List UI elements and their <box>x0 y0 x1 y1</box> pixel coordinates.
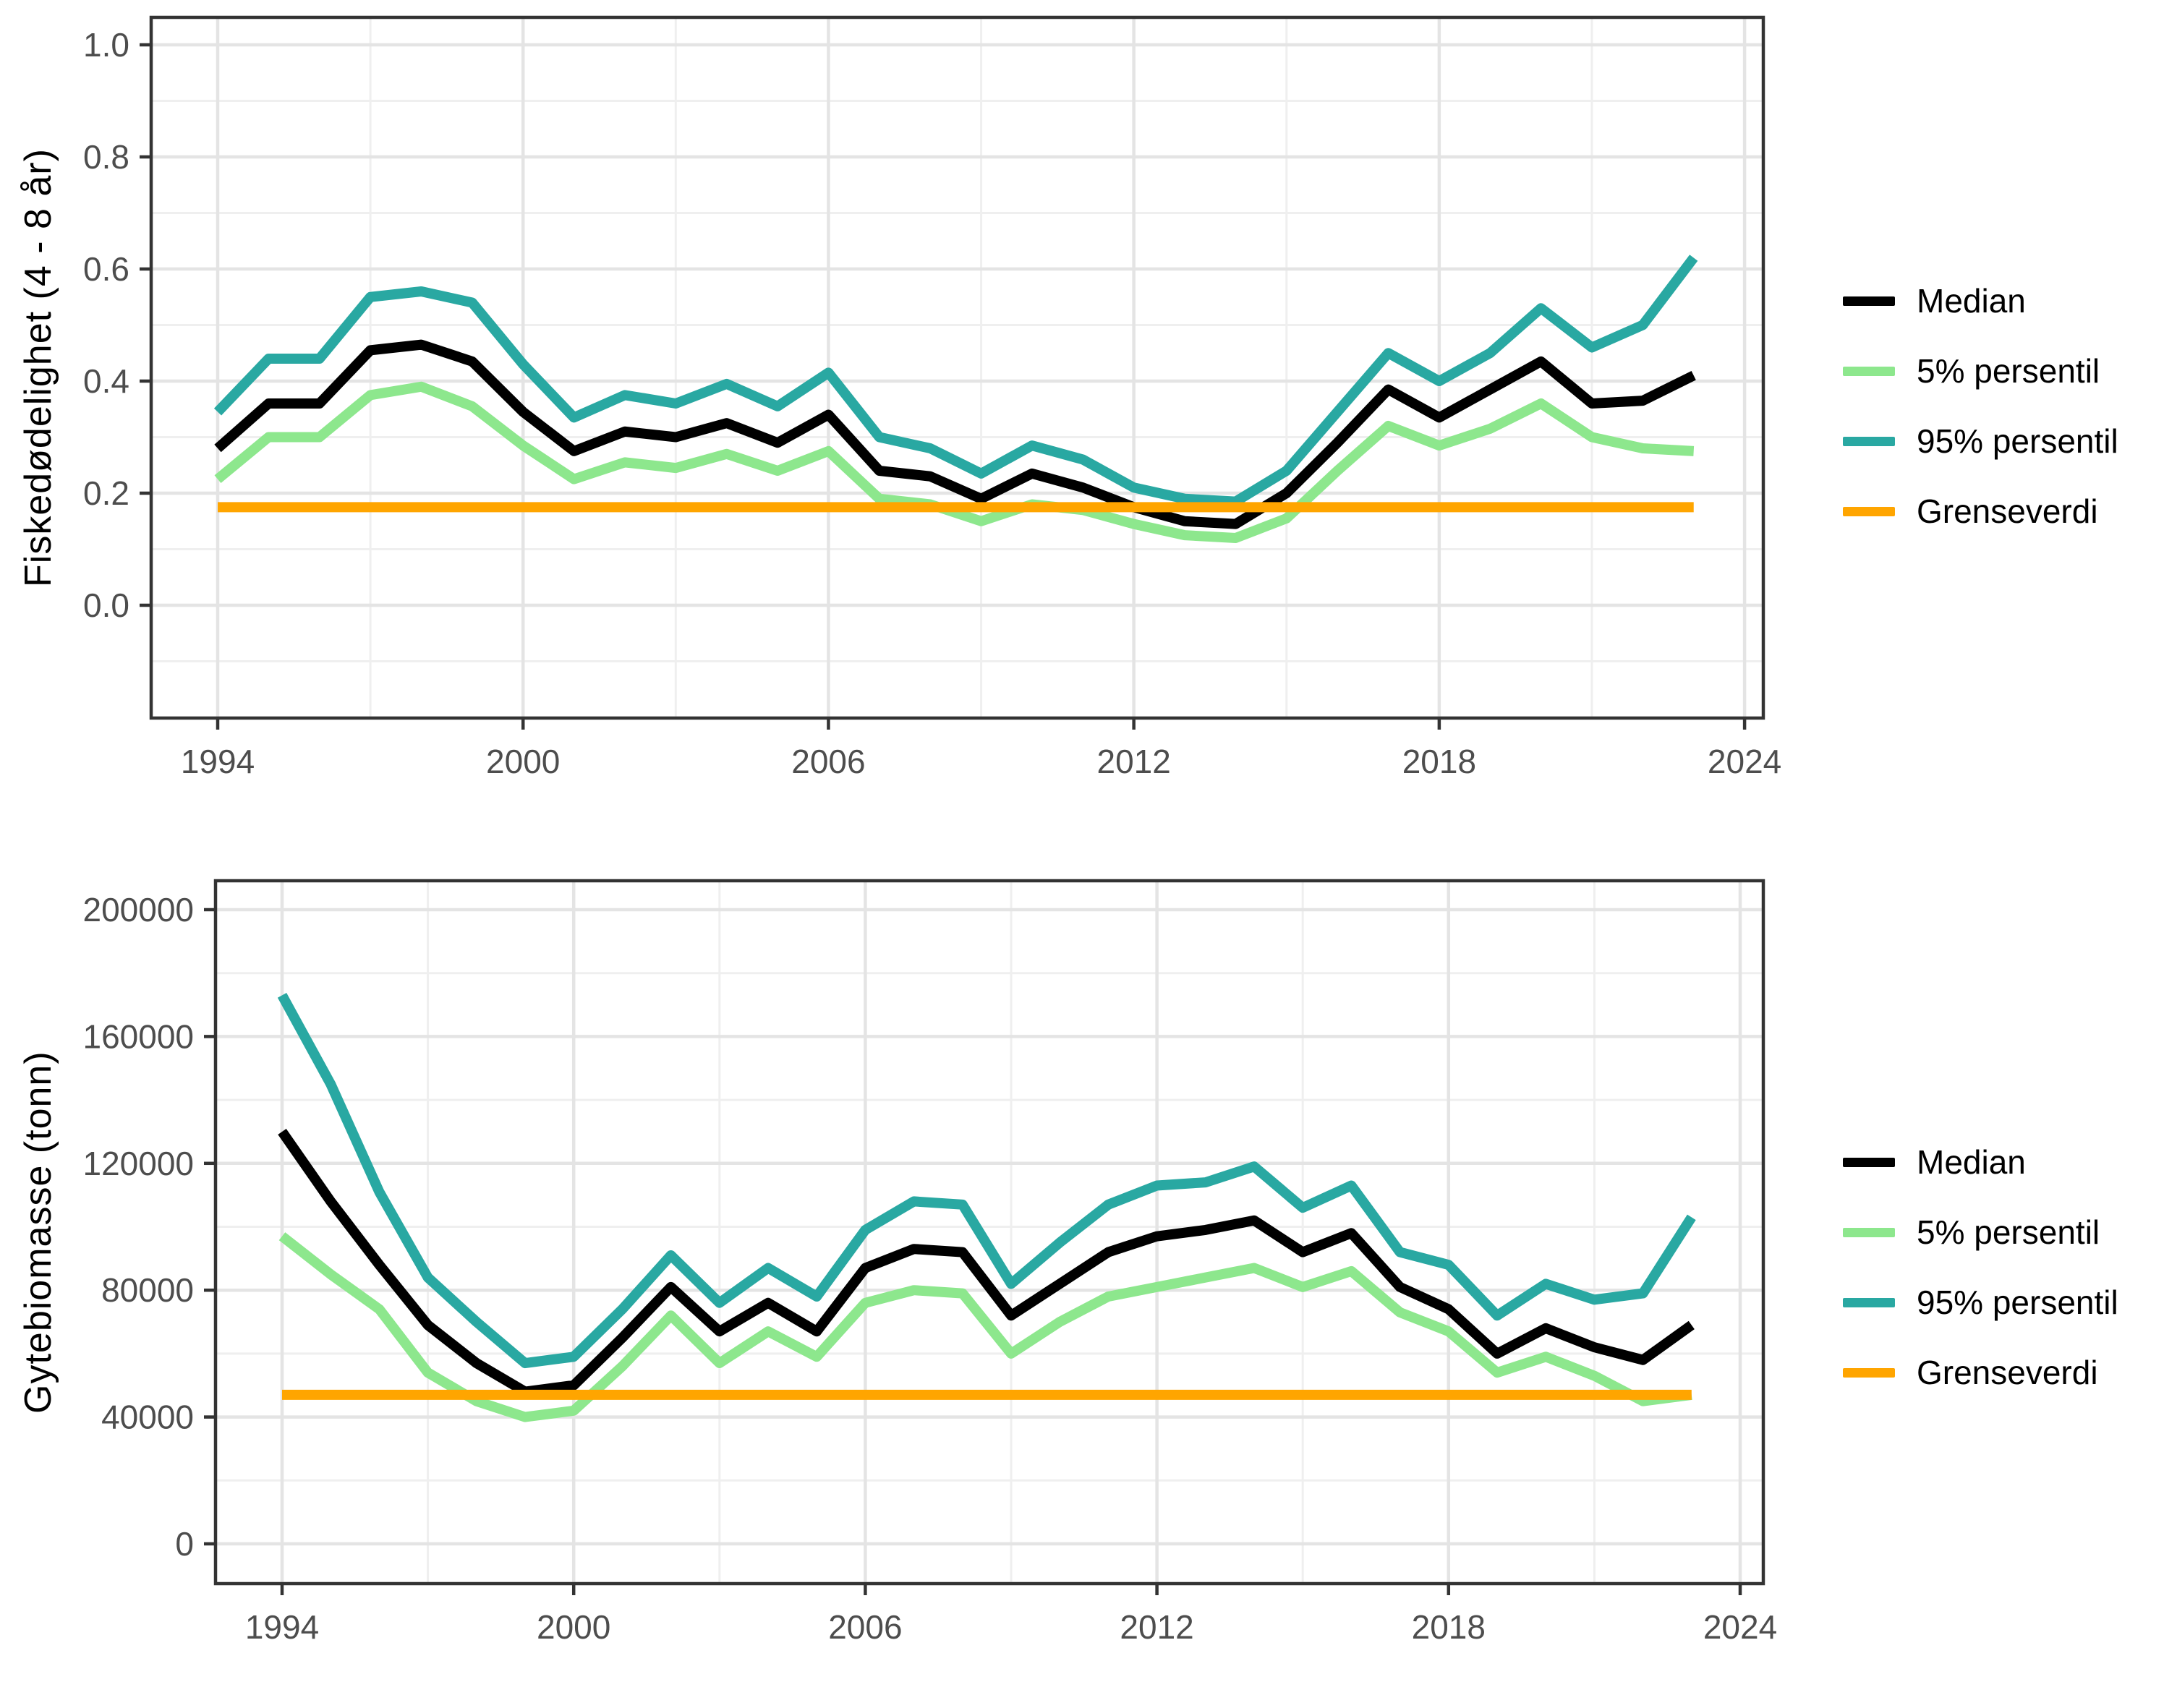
legend-label: 95% persentil <box>1917 422 2118 460</box>
svg-text:1994: 1994 <box>181 743 255 780</box>
y-axis-title-gytebiomasse: Gytebiomasse (tonn) <box>17 1051 59 1414</box>
legend-label: 5% persentil <box>1917 1213 2100 1251</box>
median-line-key-icon <box>1843 296 1895 306</box>
svg-text:0.8: 0.8 <box>83 138 129 176</box>
p95-line-key-icon <box>1843 436 1895 446</box>
svg-text:2012: 2012 <box>1120 1608 1193 1646</box>
legend-item-p5: 5% persentil <box>1843 352 2118 390</box>
legend-item-p95: 95% persentil <box>1843 422 2118 460</box>
svg-text:200000: 200000 <box>83 891 195 928</box>
svg-text:1994: 1994 <box>245 1608 319 1646</box>
p95-line-key-icon <box>1843 1297 1895 1307</box>
legend-label: 5% persentil <box>1917 352 2100 390</box>
median-line-key-icon <box>1843 1157 1895 1167</box>
legend-item-p95: 95% persentil <box>1843 1284 2118 1321</box>
svg-text:2006: 2006 <box>828 1608 902 1646</box>
svg-text:2012: 2012 <box>1096 743 1170 780</box>
svg-text:2018: 2018 <box>1402 743 1476 780</box>
svg-text:2024: 2024 <box>1708 743 1781 780</box>
svg-text:80000: 80000 <box>101 1271 194 1309</box>
legend-item-median: Median <box>1843 1143 2118 1181</box>
legend-bottom-chart: Median 5% persentil 95% persentil Grense… <box>1843 1143 2118 1391</box>
svg-text:0.2: 0.2 <box>83 474 129 512</box>
svg-text:2000: 2000 <box>537 1608 610 1646</box>
svg-text:2006: 2006 <box>791 743 865 780</box>
svg-text:0.0: 0.0 <box>83 586 129 624</box>
svg-text:160000: 160000 <box>83 1017 195 1055</box>
y-axis-title-fiskedodelighet: Fiskedødelighet (4 - 8 år) <box>17 148 59 587</box>
svg-text:0.4: 0.4 <box>83 362 129 400</box>
legend-label: Grenseverdi <box>1917 1354 2098 1391</box>
svg-text:120000: 120000 <box>83 1145 195 1182</box>
legend-top-chart: Median 5% persentil 95% persentil Grense… <box>1843 282 2118 530</box>
legend-item-grenseverdi: Grenseverdi <box>1843 1354 2118 1391</box>
p5-line-key-icon <box>1843 366 1895 376</box>
svg-text:40000: 40000 <box>101 1399 194 1436</box>
p5-line-key-icon <box>1843 1227 1895 1237</box>
grenseverdi-line-key-icon <box>1843 506 1895 516</box>
svg-text:2024: 2024 <box>1703 1608 1777 1646</box>
legend-label: Median <box>1917 282 2026 320</box>
svg-text:0.6: 0.6 <box>83 250 129 288</box>
legend-label: Grenseverdi <box>1917 492 2098 530</box>
legend-item-median: Median <box>1843 282 2118 320</box>
legend-item-p5: 5% persentil <box>1843 1213 2118 1251</box>
svg-text:2018: 2018 <box>1412 1608 1486 1646</box>
legend-item-grenseverdi: Grenseverdi <box>1843 492 2118 530</box>
svg-text:0: 0 <box>175 1525 194 1563</box>
legend-label: 95% persentil <box>1917 1284 2118 1321</box>
grenseverdi-line-key-icon <box>1843 1367 1895 1378</box>
svg-text:1.0: 1.0 <box>83 26 129 64</box>
legend-label: Median <box>1917 1143 2026 1181</box>
svg-text:2000: 2000 <box>486 743 560 780</box>
